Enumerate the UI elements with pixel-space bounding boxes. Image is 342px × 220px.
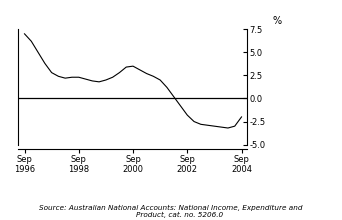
- Text: Source: Australian National Accounts: National Income, Expenditure and
        P: Source: Australian National Accounts: Na…: [39, 205, 303, 218]
- Y-axis label: %: %: [272, 16, 281, 26]
